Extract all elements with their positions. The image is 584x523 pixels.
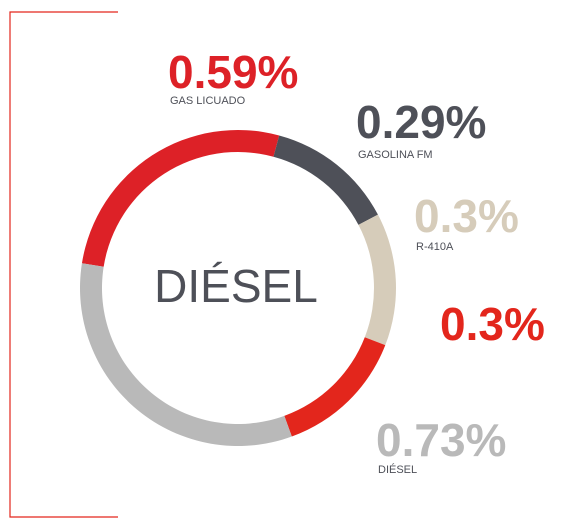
value-label: 0.3% — [440, 298, 545, 350]
value-label: 0.59% — [168, 46, 298, 98]
donut-segment — [79, 263, 292, 447]
value-label: 0.29% — [356, 96, 486, 148]
value-label: 0.73% — [376, 414, 506, 466]
category-label: DIÉSEL — [378, 463, 417, 476]
category-label: R-410A — [416, 241, 454, 253]
center-label: DIÉSEL — [154, 260, 318, 312]
donut-segment — [81, 129, 280, 267]
bracket — [9, 11, 118, 518]
category-label: GAS LICUADO — [170, 95, 246, 107]
donut-segment — [358, 214, 396, 346]
category-label: GASOLINA FM — [358, 149, 433, 161]
donut-segment — [284, 337, 386, 437]
donut-segment — [273, 135, 378, 225]
value-label: 0.3% — [414, 190, 519, 242]
